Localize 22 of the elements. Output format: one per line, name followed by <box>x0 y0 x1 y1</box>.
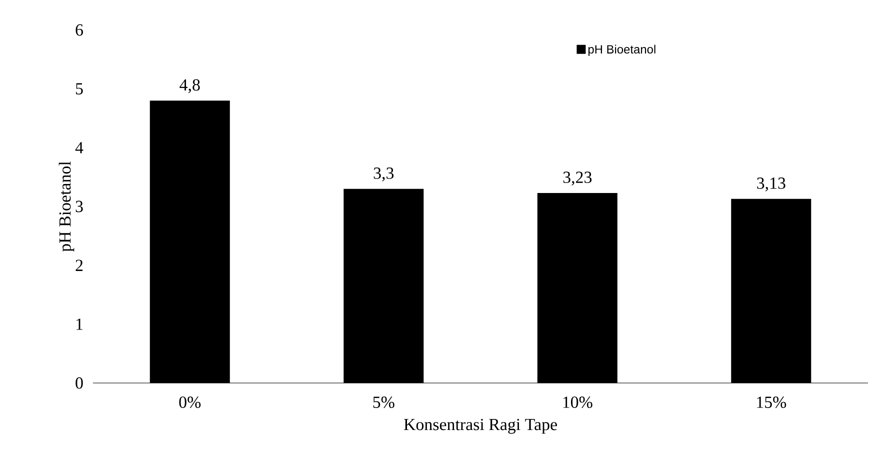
x-tick-label: 15% <box>757 396 786 408</box>
bar <box>344 188 424 383</box>
data-label: 3,3 <box>374 168 394 182</box>
y-tick-label: 1 <box>76 318 82 330</box>
data-label: 3,13 <box>757 178 786 192</box>
bar <box>150 100 230 383</box>
y-tick-label: 0 <box>76 377 83 389</box>
y-tick-label: 3 <box>76 200 83 212</box>
y-tick-label: 2 <box>76 260 83 271</box>
bar <box>537 192 618 383</box>
legend-label: pH Bioetanol <box>588 44 656 56</box>
x-tick-label: 0% <box>179 396 201 408</box>
y-axis-title: pH Bioetanol <box>58 161 74 252</box>
x-tick-label: 5% <box>373 396 394 408</box>
x-tick-label: 10% <box>563 396 592 408</box>
y-tick-label: 6 <box>76 24 83 36</box>
data-label: 3,23 <box>563 172 592 186</box>
y-tick-label: 5 <box>76 83 83 94</box>
x-axis-title: Konsentrasi Ragi Tape <box>404 418 557 434</box>
bar <box>731 198 812 383</box>
data-label: 4,8 <box>180 79 200 94</box>
y-tick-label: 4 <box>75 142 84 154</box>
